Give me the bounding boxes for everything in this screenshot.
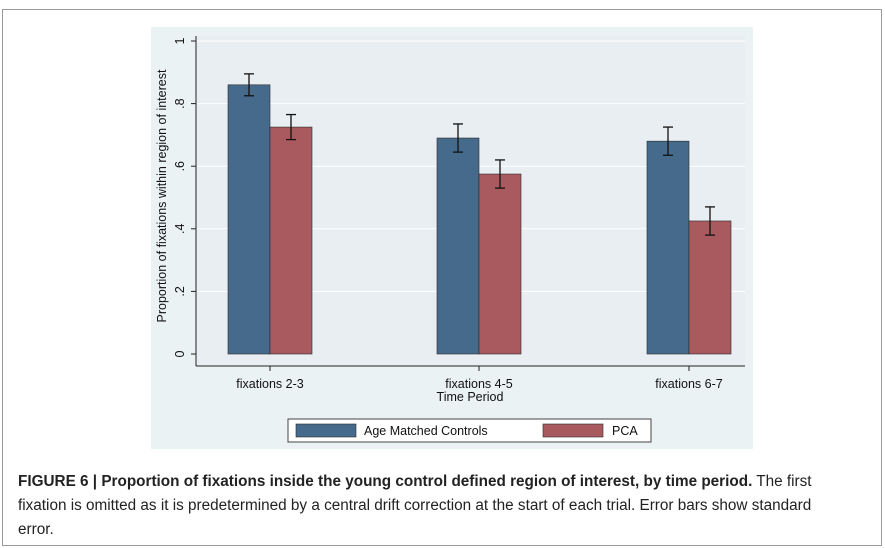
legend-swatch-pca	[542, 423, 604, 438]
y-ticks: 0 .2 .4 .6 .8 1	[173, 37, 196, 357]
y-tick-label: .4	[173, 224, 187, 234]
y-axis-title: Proportion of fixations within region of…	[155, 69, 169, 322]
caption-body: The first fixation is omitted as it is p…	[18, 473, 812, 538]
y-tick-label: 1	[173, 37, 187, 44]
y-tick-label: 0	[173, 350, 187, 357]
bar	[646, 140, 690, 355]
bar	[269, 126, 313, 355]
x-ticks: fixations 2-3 fixations 4-5 fixations 6-7	[236, 366, 723, 391]
legend-swatch-age-matched-controls	[295, 423, 357, 438]
bars	[227, 84, 732, 355]
x-axis-title: Time Period	[437, 390, 504, 404]
error-bars	[244, 73, 715, 236]
bar	[478, 173, 522, 355]
x-tick-label: fixations 2-3	[236, 377, 303, 391]
y-tick-label: .2	[173, 286, 187, 296]
legend-label-pca: PCA	[612, 424, 638, 438]
bar	[688, 220, 732, 355]
x-tick-label: fixations 6-7	[655, 377, 722, 391]
bar	[436, 137, 480, 355]
legend-label-age-matched-controls: Age Matched Controls	[364, 424, 488, 438]
legend: Age Matched Controls PCA	[287, 418, 652, 443]
bar	[227, 84, 271, 355]
caption-title: FIGURE 6 | Proportion of fixations insid…	[18, 473, 753, 490]
figure-caption: FIGURE 6 | Proportion of fixations insid…	[18, 470, 848, 542]
y-tick-label: .8	[173, 98, 187, 108]
x-tick-label: fixations 4-5	[445, 377, 512, 391]
figure-frame	[2, 9, 882, 546]
y-tick-label: .6	[173, 161, 187, 171]
bar-chart: 0.2.4.6.81 fixations 2-3 fixations 4-5 fix…	[151, 27, 753, 449]
